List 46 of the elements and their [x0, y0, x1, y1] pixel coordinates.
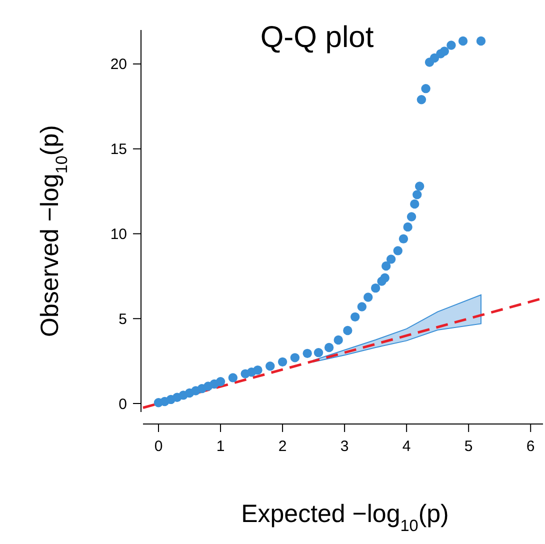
point — [290, 353, 300, 362]
x-tick-label: 0 — [154, 438, 163, 455]
point — [357, 302, 367, 312]
point — [343, 326, 352, 336]
x-tick-label: 6 — [526, 438, 535, 455]
point — [266, 362, 275, 371]
x-tick-label: 4 — [402, 438, 411, 455]
y-tick-label: 20 — [110, 56, 127, 74]
y-tick-label: 5 — [118, 310, 127, 328]
point — [253, 365, 262, 375]
point — [334, 335, 343, 345]
point — [278, 357, 288, 367]
x-tick-label: 5 — [464, 438, 473, 455]
point — [421, 84, 430, 94]
point — [398, 234, 408, 244]
point — [412, 190, 422, 200]
x-tick-label: 1 — [216, 438, 225, 455]
point — [228, 373, 238, 382]
point — [370, 283, 380, 293]
x-tick-label: 2 — [278, 438, 287, 455]
point — [382, 261, 391, 271]
point — [416, 95, 426, 104]
point — [476, 36, 486, 46]
point — [386, 254, 396, 264]
point — [364, 292, 373, 302]
point — [410, 199, 420, 209]
point — [414, 182, 424, 191]
point — [430, 53, 440, 63]
point — [446, 40, 456, 50]
y-tick-label: 10 — [110, 226, 127, 243]
point — [350, 312, 360, 322]
point — [440, 46, 449, 56]
y-tick-label: 0 — [118, 396, 127, 413]
point — [324, 342, 334, 352]
x-axis-title: Expected −log$_{10}$(p) — [241, 500, 449, 535]
point — [314, 348, 324, 358]
x-tick-label: 3 — [340, 438, 349, 455]
point — [393, 246, 402, 256]
point — [458, 36, 468, 46]
point — [216, 377, 226, 386]
chart-title: Q-Q plot — [260, 21, 374, 54]
point — [380, 273, 390, 282]
y-tick-label: 15 — [110, 141, 127, 158]
point — [406, 212, 416, 222]
point — [403, 222, 412, 232]
point — [302, 348, 312, 358]
